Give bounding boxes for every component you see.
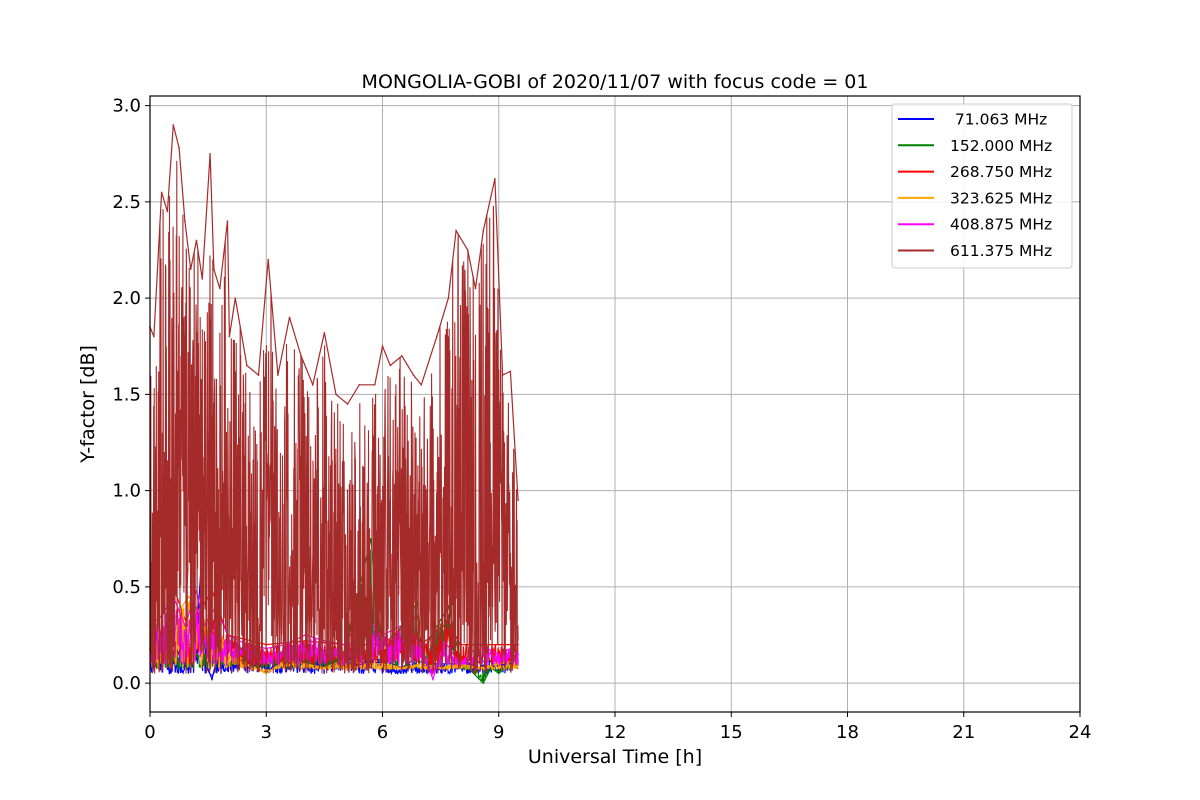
data-point — [335, 393, 337, 396]
data-point — [373, 383, 376, 386]
data-point — [389, 364, 392, 367]
data-point — [358, 383, 361, 386]
data-point — [420, 663, 423, 665]
y-tick-label: 0.5 — [112, 577, 141, 598]
data-point — [187, 595, 190, 598]
data-point — [195, 239, 198, 242]
data-point — [497, 672, 500, 675]
y-tick-label: 2.0 — [112, 288, 141, 309]
legend-label: 152.000 MHz — [950, 137, 1052, 155]
y-tick-label: 1.0 — [112, 481, 141, 502]
data-point — [323, 666, 326, 669]
data-point — [501, 374, 504, 376]
data-point — [370, 537, 372, 540]
x-tick-label: 12 — [604, 722, 627, 743]
legend: 71.063 MHz 152.000 MHz 268.750 MHz 323.625 … — [891, 103, 1073, 269]
x-tick-label: 0 — [144, 722, 155, 743]
data-point — [218, 287, 221, 290]
series-layer — [149, 124, 519, 685]
data-point — [346, 403, 349, 405]
data-point — [257, 374, 260, 376]
data-point — [234, 297, 237, 299]
series-trace — [149, 160, 519, 674]
data-point — [228, 335, 231, 338]
y-tick-label: 3.0 — [112, 96, 141, 117]
data-point — [209, 152, 211, 155]
series-5 — [149, 124, 519, 674]
y-tick-label: 2.5 — [112, 192, 141, 213]
data-point — [246, 364, 248, 367]
data-point — [517, 499, 519, 502]
y-tick-label: 1.5 — [112, 384, 141, 405]
legend-label: 611.375 MHz — [950, 242, 1052, 260]
data-point — [474, 287, 477, 290]
data-point — [482, 682, 485, 684]
data-point — [466, 249, 469, 251]
legend-label: 323.625 MHz — [950, 189, 1052, 207]
data-point — [432, 678, 434, 681]
legend-box — [891, 103, 1073, 269]
x-tick-label: 6 — [377, 722, 388, 743]
data-point — [213, 268, 215, 271]
y-axis-label: Y-factor [dB] — [77, 345, 99, 464]
data-point — [439, 666, 442, 669]
data-point — [184, 220, 186, 222]
data-point — [288, 316, 291, 319]
data-point — [166, 210, 169, 213]
x-tick-label: 15 — [720, 722, 743, 743]
data-point — [226, 220, 229, 222]
data-point — [497, 653, 500, 656]
data-point — [172, 124, 175, 126]
data-point — [168, 672, 171, 675]
data-point — [189, 268, 192, 271]
chart-title: MONGOLIA-GOBI of 2020/11/07 with focus c… — [362, 71, 869, 93]
x-tick-label: 18 — [836, 722, 859, 743]
data-point — [300, 355, 302, 357]
data-point — [222, 666, 225, 669]
data-point — [381, 663, 384, 665]
legend-label: 408.875 MHz — [950, 216, 1052, 234]
data-point — [420, 383, 423, 386]
data-point — [184, 624, 186, 627]
data-point — [494, 177, 496, 180]
x-tick-label: 9 — [493, 722, 504, 743]
data-point — [412, 374, 415, 376]
data-point — [153, 335, 155, 338]
data-point — [482, 229, 485, 232]
data-point — [435, 335, 438, 338]
data-point — [311, 383, 314, 386]
y-tick-label: 0.0 — [112, 673, 141, 694]
legend-label: 268.750 MHz — [950, 163, 1052, 181]
data-point — [277, 374, 279, 376]
x-axis-label: Universal Time [h] — [528, 746, 702, 768]
data-point — [509, 370, 512, 373]
data-point — [267, 258, 269, 261]
data-point — [381, 345, 384, 348]
data-point — [178, 147, 180, 149]
data-point — [201, 278, 204, 280]
data-point — [323, 331, 326, 334]
data-point — [447, 297, 450, 299]
data-point — [455, 229, 457, 232]
tick-layer: 0 3 6 9 12 15 18 21 24 0.0 0.5 1.0 1.5 2.0 2.5 3.0 — [112, 96, 1091, 743]
data-point — [401, 355, 403, 357]
x-tick-label: 24 — [1069, 722, 1092, 743]
legend-label: 71.063 MHz — [950, 111, 1047, 129]
x-tick-label: 21 — [952, 722, 975, 743]
data-point — [497, 643, 500, 646]
data-point — [211, 678, 213, 681]
data-point — [160, 191, 163, 194]
x-tick-label: 3 — [261, 722, 272, 743]
